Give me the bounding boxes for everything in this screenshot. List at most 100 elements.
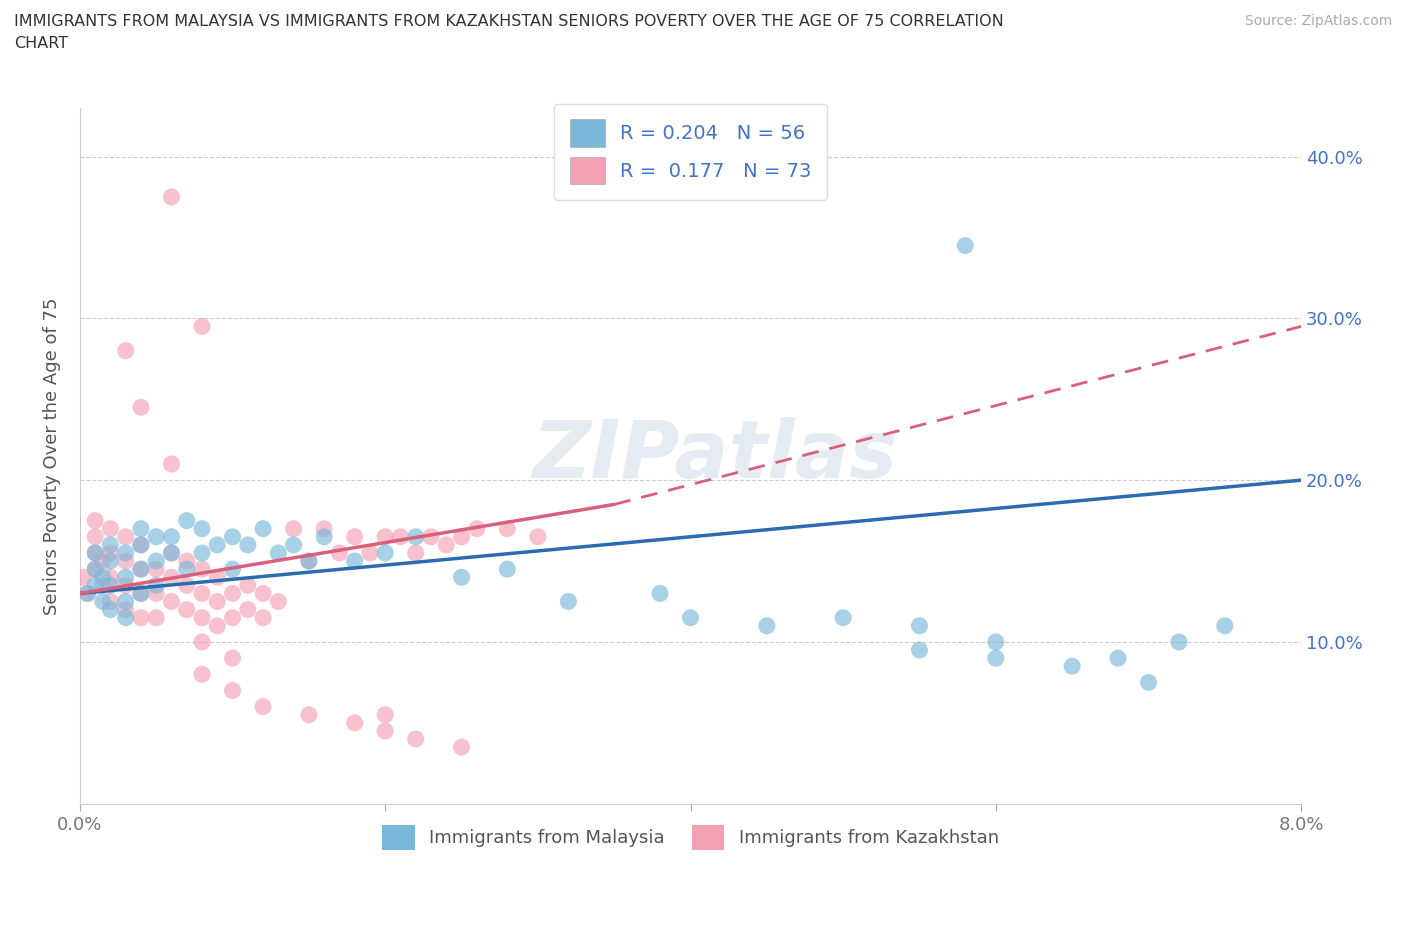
Point — [76, 586, 98, 601]
Point — [207, 538, 229, 552]
Point — [145, 586, 167, 601]
Point — [100, 546, 122, 561]
Point — [114, 610, 136, 625]
Point — [84, 578, 107, 592]
Point — [114, 570, 136, 585]
Point — [114, 343, 136, 358]
Point — [236, 538, 259, 552]
Point — [450, 570, 472, 585]
Point — [191, 546, 214, 561]
Point — [191, 319, 214, 334]
Point — [465, 521, 488, 536]
Point — [114, 529, 136, 544]
Point — [76, 586, 98, 601]
Point — [1062, 658, 1084, 673]
Point — [434, 538, 457, 552]
Text: Source: ZipAtlas.com: Source: ZipAtlas.com — [1244, 14, 1392, 28]
Point — [679, 610, 702, 625]
Point — [328, 546, 350, 561]
Point — [221, 683, 243, 698]
Point — [160, 529, 183, 544]
Point — [176, 553, 198, 568]
Point — [145, 562, 167, 577]
Point — [374, 724, 396, 738]
Point — [191, 521, 214, 536]
Point — [450, 739, 472, 754]
Point — [343, 529, 366, 544]
Point — [84, 529, 107, 544]
Point — [176, 602, 198, 617]
Point — [908, 643, 931, 658]
Point — [1137, 675, 1160, 690]
Point — [160, 457, 183, 472]
Point — [114, 546, 136, 561]
Point — [955, 238, 977, 253]
Point — [298, 708, 321, 723]
Point — [496, 521, 519, 536]
Point — [236, 578, 259, 592]
Point — [129, 538, 152, 552]
Point — [908, 618, 931, 633]
Point — [176, 578, 198, 592]
Point — [114, 602, 136, 617]
Point — [405, 529, 427, 544]
Point — [1168, 634, 1191, 649]
Point — [221, 651, 243, 666]
Point — [91, 594, 114, 609]
Point — [298, 553, 321, 568]
Point — [114, 578, 136, 592]
Point — [100, 570, 122, 585]
Point — [100, 602, 122, 617]
Point — [100, 553, 122, 568]
Point — [832, 610, 855, 625]
Point — [374, 529, 396, 544]
Point — [374, 546, 396, 561]
Point — [236, 602, 259, 617]
Point — [1213, 618, 1236, 633]
Y-axis label: Seniors Poverty Over the Age of 75: Seniors Poverty Over the Age of 75 — [44, 298, 60, 615]
Point — [283, 521, 305, 536]
Legend: Immigrants from Malaysia, Immigrants from Kazakhstan: Immigrants from Malaysia, Immigrants fro… — [375, 817, 1007, 857]
Point — [221, 529, 243, 544]
Point — [129, 521, 152, 536]
Point — [100, 578, 122, 592]
Point — [176, 562, 198, 577]
Point — [160, 570, 183, 585]
Point — [160, 546, 183, 561]
Point — [405, 546, 427, 561]
Point — [527, 529, 550, 544]
Point — [91, 553, 114, 568]
Point — [100, 521, 122, 536]
Point — [298, 553, 321, 568]
Point — [252, 610, 274, 625]
Point — [129, 400, 152, 415]
Point — [755, 618, 778, 633]
Point — [176, 513, 198, 528]
Point — [405, 732, 427, 747]
Point — [84, 546, 107, 561]
Point — [252, 521, 274, 536]
Point — [129, 586, 152, 601]
Point — [145, 610, 167, 625]
Point — [160, 190, 183, 205]
Point — [283, 538, 305, 552]
Point — [207, 618, 229, 633]
Point — [191, 610, 214, 625]
Point — [91, 578, 114, 592]
Point — [129, 562, 152, 577]
Point — [450, 529, 472, 544]
Point — [160, 594, 183, 609]
Point — [191, 667, 214, 682]
Point — [114, 553, 136, 568]
Point — [191, 586, 214, 601]
Point — [221, 610, 243, 625]
Point — [91, 570, 114, 585]
Point — [84, 562, 107, 577]
Point — [129, 538, 152, 552]
Point — [252, 699, 274, 714]
Point — [100, 594, 122, 609]
Point — [191, 562, 214, 577]
Point — [145, 553, 167, 568]
Point — [160, 546, 183, 561]
Point — [1107, 651, 1129, 666]
